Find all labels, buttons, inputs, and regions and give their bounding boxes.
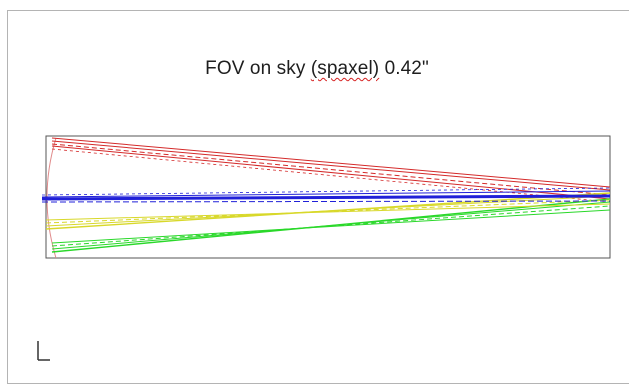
green-ray-bundle <box>51 198 611 253</box>
red-ray-bundle <box>51 137 611 203</box>
diagram-title: FOV on sky (spaxel) 0.42" <box>0 58 634 80</box>
title-prefix: FOV on sky <box>205 58 311 79</box>
axis-indicator-icon <box>37 341 50 361</box>
blue-ray-bundle <box>41 187 611 203</box>
yellow-ray-bundle <box>45 192 611 230</box>
title-flagged-word: (spaxel) <box>310 58 380 79</box>
title-suffix: 0.42" <box>379 58 429 79</box>
